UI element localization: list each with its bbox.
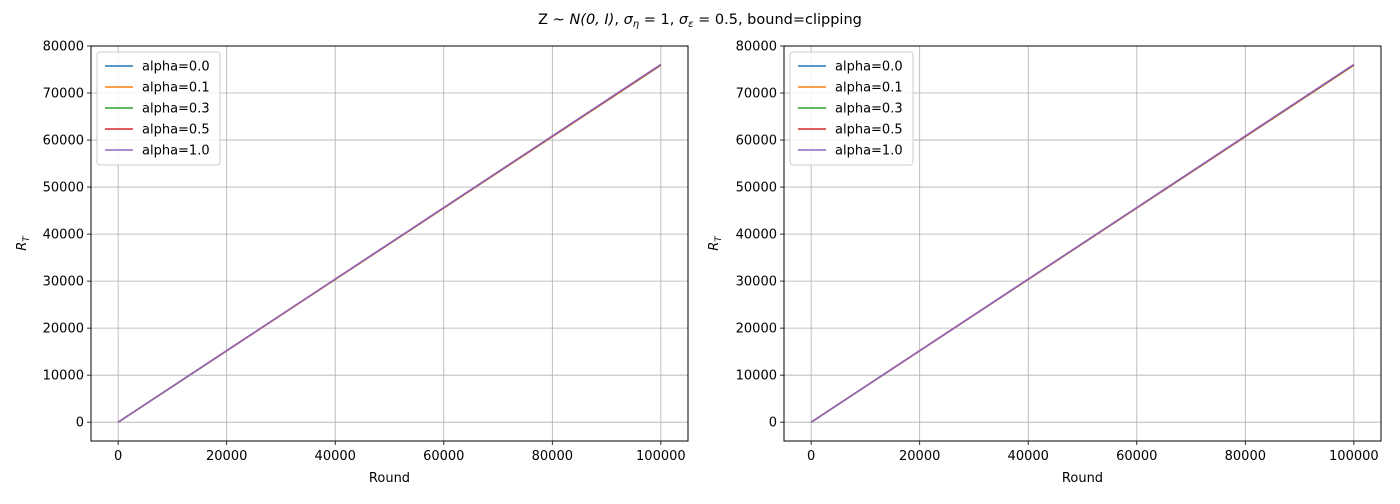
x-tick-label: 60000 — [1116, 449, 1157, 464]
x-tick-label: 40000 — [1008, 449, 1049, 464]
series-line-alpha=1.0 — [117, 63, 662, 423]
y-tick-label: 20000 — [736, 322, 777, 337]
x-tick-label: 60000 — [423, 449, 464, 464]
suptitle-prefix: Z ~ — [538, 12, 569, 28]
suptitle-sep2: , — [670, 12, 679, 28]
x-tick-label: 80000 — [532, 449, 573, 464]
y-axis-label: RT — [15, 235, 32, 251]
y-axis-label-main: R — [707, 242, 722, 251]
legend: alpha=0.0 alpha=0.1 alpha=0.3 alpha=0.5 alph… — [96, 51, 221, 166]
x-axis-label: Round — [369, 471, 410, 486]
legend-label: alpha=0.0 — [142, 60, 210, 75]
x-axis-label: Round — [1062, 471, 1103, 486]
suptitle-eq1: = 1 — [639, 12, 670, 28]
series-line-alpha=1.0 — [810, 63, 1355, 423]
y-tick-label: 0 — [769, 416, 777, 431]
y-tick-label: 60000 — [43, 134, 84, 149]
x-tick-label: 80000 — [1225, 449, 1266, 464]
y-axis-label: RT — [707, 235, 724, 251]
legend-label: alpha=0.1 — [142, 81, 210, 96]
y-tick-label: 30000 — [736, 275, 777, 290]
y-tick-label: 0 — [76, 416, 84, 431]
suptitle-sigma-eta: σ — [624, 12, 634, 28]
x-tick-label: 20000 — [899, 449, 940, 464]
legend-label: alpha=0.3 — [835, 102, 903, 117]
suptitle-sigma-eps: σ — [679, 12, 689, 28]
y-tick-label: 80000 — [736, 40, 777, 55]
legend: alpha=0.0 alpha=0.1 alpha=0.3 alpha=0.5 alph… — [789, 51, 914, 166]
x-tick-label: 100000 — [1329, 449, 1379, 464]
y-tick-label: 70000 — [43, 87, 84, 102]
x-tick-label: 100000 — [636, 449, 686, 464]
legend-box — [96, 51, 221, 166]
suptitle-eq2: = 0.5, bound=clipping — [694, 12, 862, 28]
legend-box — [789, 51, 914, 166]
suptitle-distribution: N(0, I) — [569, 12, 614, 28]
axes-frame — [90, 45, 689, 442]
y-axis-label-main: R — [15, 242, 30, 251]
suptitle-sep1: , — [614, 12, 623, 28]
legend-label: alpha=0.0 — [835, 60, 903, 75]
x-tick-label: 0 — [807, 449, 815, 464]
y-tick-label: 60000 — [736, 134, 777, 149]
legend-label: alpha=0.1 — [835, 81, 903, 96]
legend-label: alpha=1.0 — [142, 144, 210, 159]
figure-suptitle: Z ~ N(0, I), ση = 1, σε = 0.5, bound=cli… — [538, 12, 862, 30]
x-tick-label: 0 — [114, 449, 122, 464]
y-tick-label: 50000 — [736, 181, 777, 196]
y-tick-label: 50000 — [43, 181, 84, 196]
y-axis-label-subscript: T — [714, 235, 724, 242]
legend-label: alpha=0.3 — [142, 102, 210, 117]
left-chart-panel: 0 20000 40000 60000 80000 100000 0 10000 20000 30… — [15, 40, 689, 486]
right-chart-panel: 0 20000 40000 60000 80000 100000 0 10000 20000 30… — [707, 40, 1382, 486]
y-tick-label: 40000 — [43, 228, 84, 243]
y-tick-label: 70000 — [736, 87, 777, 102]
y-tick-label: 30000 — [43, 275, 84, 290]
axes-frame — [783, 45, 1382, 442]
y-tick-label: 20000 — [43, 322, 84, 337]
legend-label: alpha=1.0 — [835, 144, 903, 159]
y-tick-label: 10000 — [736, 369, 777, 384]
y-tick-label: 40000 — [736, 228, 777, 243]
suptitle-eta-subscript: η — [633, 19, 639, 30]
x-tick-label: 40000 — [315, 449, 356, 464]
legend-label: alpha=0.5 — [835, 123, 903, 138]
x-tick-label: 20000 — [206, 449, 247, 464]
y-tick-label: 10000 — [43, 369, 84, 384]
y-tick-label: 80000 — [43, 40, 84, 55]
y-axis-label-subscript: T — [22, 235, 32, 242]
suptitle-eps-subscript: ε — [688, 19, 694, 30]
legend-label: alpha=0.5 — [142, 123, 210, 138]
